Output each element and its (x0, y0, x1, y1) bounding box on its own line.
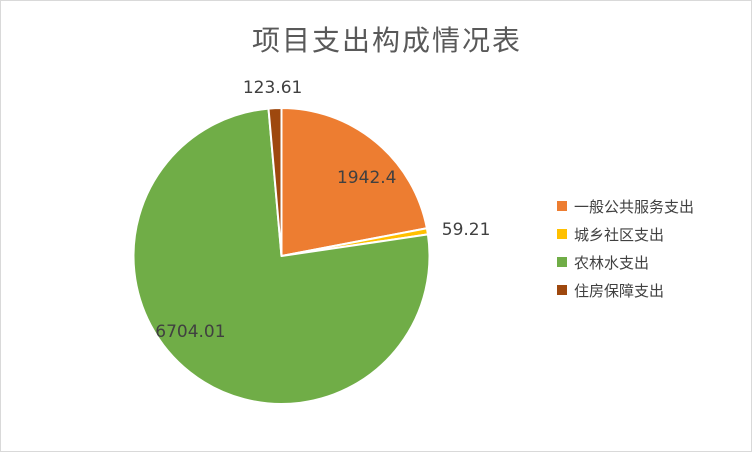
legend-item-urban-rural-community[interactable]: 城乡社区支出 (557, 220, 694, 248)
legend-item-general-public-services[interactable]: 一般公共服务支出 (557, 192, 694, 220)
data-label-general-public-services: 1942.4 (336, 168, 397, 189)
legend-item-label: 一般公共服务支出 (574, 197, 695, 216)
pie-slice-0[interactable] (280, 107, 428, 257)
legend-swatch-icon (557, 285, 567, 295)
legend-swatch-icon (557, 201, 567, 211)
legend-swatch-icon (557, 229, 567, 239)
legend-item-agriculture-forestry-water[interactable]: 农林水支出 (557, 248, 694, 276)
legend: 一般公共服务支出 城乡社区支出 农林水支出 住房保障支出 (557, 192, 694, 304)
pie-slice-3[interactable] (267, 107, 283, 257)
data-label-housing-security: 123.61 (242, 77, 303, 98)
legend-item-label: 住房保障支出 (574, 281, 665, 300)
data-label-urban-rural-community: 59.21 (441, 219, 491, 240)
legend-swatch-icon (557, 257, 567, 267)
legend-item-housing-security[interactable]: 住房保障支出 (557, 276, 694, 304)
legend-item-label: 农林水支出 (574, 253, 650, 272)
legend-item-label: 城乡社区支出 (574, 225, 665, 244)
chart-title: 项目支出构成情况表 (251, 24, 522, 57)
data-label-agriculture-forestry-water: 6704.01 (155, 321, 226, 342)
